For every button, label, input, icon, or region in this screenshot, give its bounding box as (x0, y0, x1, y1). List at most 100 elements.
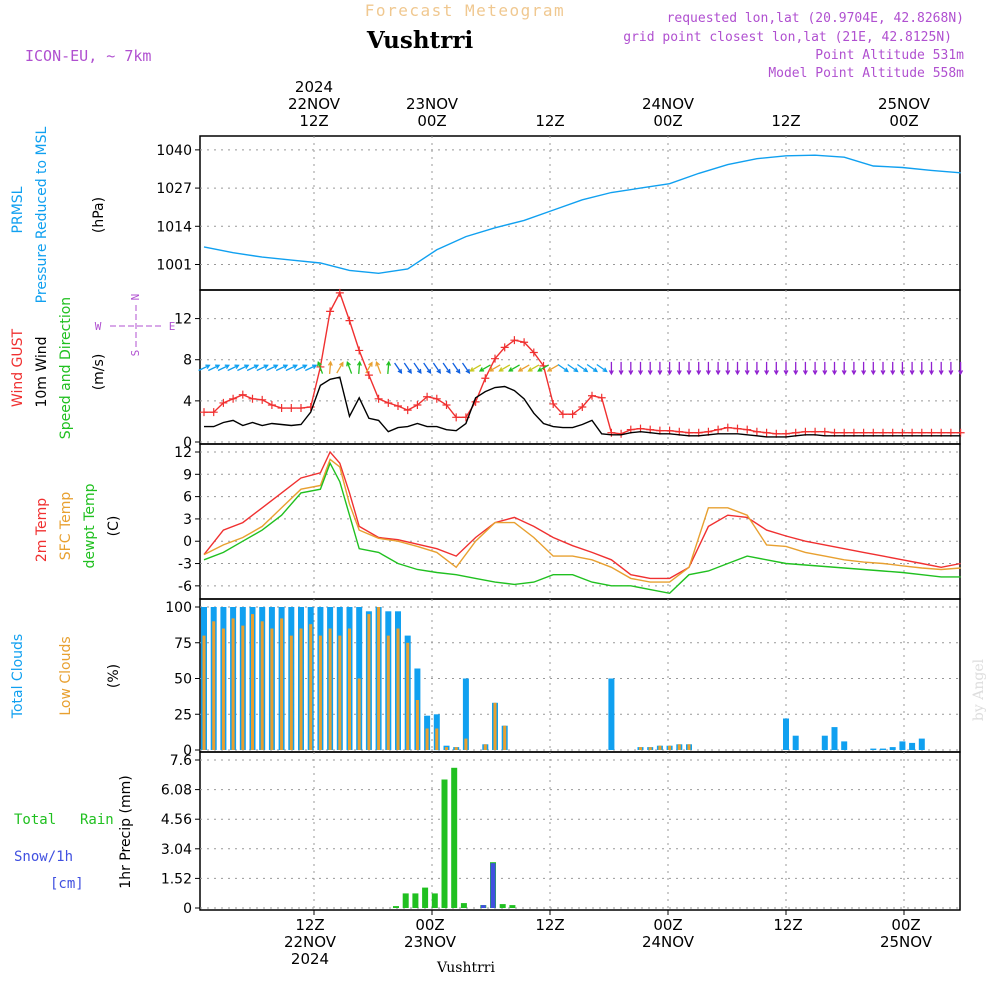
gust-marker-23 (423, 392, 432, 401)
wind-arrow-head-53 (715, 370, 721, 376)
wind-arrow-head-14 (339, 361, 344, 367)
wind-arrow-head-3 (234, 364, 240, 369)
panel-5-series-0-bar-4 (431, 893, 438, 908)
wind-arrow-head-16 (356, 360, 362, 366)
panel-4-series-1-bar-30 (493, 702, 497, 750)
wind-arrow-head-69 (870, 370, 876, 376)
top-time-label-3-line-1: 00Z (653, 112, 682, 130)
header-grid-point: grid point closest lon,lat (21E, 42.8125… (623, 30, 952, 45)
top-time-label-0-line-2: 12Z (299, 112, 328, 130)
panel-5-series-0-bar-3 (422, 887, 429, 908)
top-time-label-5-line-0: 25NOV (878, 95, 931, 113)
gust-marker-34 (529, 348, 538, 357)
p5-unit: 1hr Precip (mm) (118, 775, 134, 888)
wind-arrow-32 (508, 364, 520, 372)
panel-4-ytick-label-2: 50 (174, 672, 192, 688)
panel-3-ytick-label-0: -6 (178, 579, 192, 595)
p5-label-total: Total (14, 812, 56, 828)
wind-arrow-head-60 (783, 370, 789, 376)
wind-arrow-11 (305, 364, 317, 372)
wind-arrow-head-2 (224, 364, 231, 369)
wind-arrow-33 (518, 364, 530, 372)
wind-arrow-head-33 (517, 367, 523, 372)
gust-marker-20 (394, 402, 402, 410)
panel-3-ytick-label-6: 12 (174, 445, 192, 461)
wind-arrow-9 (285, 364, 297, 372)
wind-arrow-head-64 (822, 370, 828, 376)
gust-marker-21 (403, 406, 412, 415)
compass-rose: N S W E (95, 294, 176, 357)
wind-arrow-head-68 (861, 370, 867, 376)
wind-arrow-head-67 (851, 370, 857, 376)
top-time-label-1-line-1: 00Z (417, 112, 446, 130)
bottom-time-label-3-line-0: 00Z (653, 916, 682, 934)
wind-arrow-head-5 (253, 364, 260, 369)
wind-arrow-30 (489, 364, 501, 372)
panel-4-series-1-bar-8 (280, 618, 284, 750)
compass-e: E (169, 320, 176, 333)
gust-marker-54 (723, 423, 732, 432)
gust-marker-26 (452, 413, 461, 422)
panel-4-series-0-bar-27 (462, 678, 469, 750)
wind-arrow-6 (256, 364, 268, 372)
panel-4-series-1-bar-25 (445, 747, 448, 750)
bottom-time-label-1-line-0: 00Z (415, 916, 444, 934)
wind-arrow-head-47 (657, 370, 663, 376)
panel-4-series-1-bar-24 (435, 728, 439, 750)
wind-arrow-head-38 (573, 367, 579, 373)
panel-4-series-0-bar-65 (831, 727, 838, 750)
wind-arrow-38 (567, 363, 578, 372)
panel-4-series-0-bar-70 (880, 748, 886, 750)
panel-4-series-1-bar-0 (202, 635, 206, 750)
p5-label-cm: [cm] (50, 876, 84, 892)
gust-marker-41 (597, 393, 606, 402)
wind-arrow-head-22 (417, 368, 422, 375)
wind-arrow-39 (577, 363, 588, 372)
panel-4-series-0-bar-64 (821, 735, 828, 750)
wind-arrow-3 (227, 364, 239, 372)
panel-5-series-0-bar-2 (412, 893, 419, 908)
wind-arrow-head-40 (592, 367, 599, 373)
top-time-label-1-line-0: 23NOV (406, 95, 459, 113)
wind-arrow-22 (413, 362, 422, 374)
wind-arrow-head-52 (705, 370, 711, 376)
panel-5-frame (199, 751, 961, 911)
wind-arrow-head-21 (407, 368, 412, 375)
wind-arrow-21 (403, 362, 412, 374)
wind-arrow-head-46 (647, 370, 653, 376)
compass-w: W (95, 320, 102, 333)
wind-arrow-10 (295, 364, 307, 372)
wind-arrow-head-8 (282, 364, 289, 369)
panel-4-series-1-bar-4 (241, 625, 245, 750)
wind-arrow-23 (423, 362, 432, 374)
header-title: Forecast Meteogram (365, 1, 565, 20)
gust-marker-2 (219, 398, 228, 407)
top-time-label-5: 25NOV 00Z (878, 95, 931, 130)
panel-4-series-0-bar-60 (783, 718, 789, 750)
panel-5-ytick-label-5: 7.6 (170, 753, 192, 769)
wind-arrow-head-6 (263, 364, 269, 369)
panel-5-ytick-label-0: 0 (183, 901, 192, 917)
header-model: ICON-EU, ~ 7km (25, 47, 151, 65)
panel-2-ytick-label-2: 8 (183, 353, 192, 369)
wind-arrow-head-31 (498, 367, 504, 372)
panel-1-series-0-line (203, 154, 961, 275)
gust-marker-32 (510, 336, 519, 345)
gust-marker-9 (287, 404, 296, 413)
wind-arrow-head-15 (346, 361, 351, 367)
watermark: by Angel (971, 658, 987, 721)
wind-arrow-16 (358, 361, 361, 374)
panel-4-series-1-bar-45 (639, 747, 642, 750)
wind-arrow-head-28 (469, 367, 475, 372)
panel-5-series-0-bar-11 (499, 904, 506, 908)
bottom-time-label-3: 00Z 24NOV (642, 916, 695, 951)
gust-marker-18 (374, 394, 383, 403)
panel-4-series-1-bar-46 (648, 747, 652, 750)
wind-arrow-20 (394, 362, 402, 374)
bottom-time-label-4: 12Z (773, 916, 802, 934)
panel-3-series-0-line (203, 450, 961, 580)
panel-4-series-1-bar-16 (357, 678, 361, 750)
p4-unit: (%) (106, 664, 122, 688)
gust-marker-58 (762, 428, 771, 437)
